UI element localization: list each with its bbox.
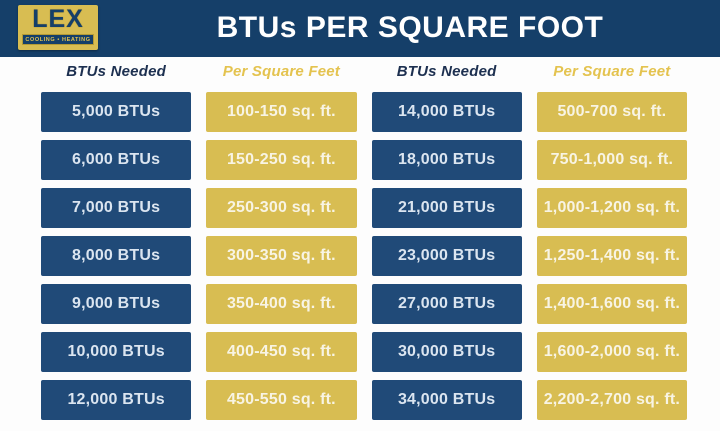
sqft-cell: 750-1,000 sq. ft.: [536, 140, 687, 180]
column-header-sqft: Per Square Feet: [222, 62, 340, 80]
column-header-sqft: Per Square Feet: [553, 62, 671, 80]
btu-cell: 5,000 BTUs: [41, 92, 192, 132]
sqft-cell: 2,200-2,700 sq. ft.: [536, 380, 687, 420]
btu-cell: 10,000 BTUs: [41, 332, 192, 372]
column-header-btus: BTUs Needed: [66, 62, 166, 80]
sqft-cell: 1,000-1,200 sq. ft.: [536, 188, 687, 228]
header-bar: LEX COOLING • HEATING BTUs PER SQUARE FO…: [0, 0, 720, 57]
btu-cell: 14,000 BTUs: [371, 92, 522, 132]
sqft-cell: 450-550 sq. ft.: [206, 380, 357, 420]
btu-cell: 21,000 BTUs: [371, 188, 522, 228]
sqft-cell: 1,400-1,600 sq. ft.: [536, 284, 687, 324]
sqft-cell: 250-300 sq. ft.: [206, 188, 357, 228]
sqft-cell: 1,250-1,400 sq. ft.: [536, 236, 687, 276]
btu-cell: 18,000 BTUs: [371, 140, 522, 180]
sqft-cell: 1,600-2,000 sq. ft.: [536, 332, 687, 372]
sqft-cell: 400-450 sq. ft.: [206, 332, 357, 372]
sqft-cell: 500-700 sq. ft.: [536, 92, 687, 132]
btu-cell: 7,000 BTUs: [41, 188, 192, 228]
column-header-btus: BTUs Needed: [396, 62, 497, 80]
sqft-cell: 150-250 sq. ft.: [206, 140, 357, 180]
btu-cell: 9,000 BTUs: [41, 284, 192, 324]
logo-tagline: COOLING • HEATING: [22, 34, 94, 45]
btu-table: BTUs Needed Per Square Feet BTUs Needed Per…: [41, 58, 687, 420]
page-title: BTUs PER SQUARE FOOT: [216, 11, 604, 44]
sqft-cell: 300-350 sq. ft.: [206, 236, 357, 276]
btu-cell: 8,000 BTUs: [41, 236, 192, 276]
lex-logo: LEX COOLING • HEATING: [18, 5, 98, 50]
sqft-cell: 350-400 sq. ft.: [206, 284, 357, 324]
btu-cell: 12,000 BTUs: [41, 380, 192, 420]
btu-cell: 23,000 BTUs: [371, 236, 522, 276]
btu-cell: 27,000 BTUs: [371, 284, 522, 324]
btu-cell: 30,000 BTUs: [371, 332, 522, 372]
sqft-cell: 100-150 sq. ft.: [206, 92, 357, 132]
btu-cell: 6,000 BTUs: [41, 140, 192, 180]
btu-cell: 34,000 BTUs: [371, 380, 522, 420]
logo-text: LEX: [32, 5, 84, 33]
